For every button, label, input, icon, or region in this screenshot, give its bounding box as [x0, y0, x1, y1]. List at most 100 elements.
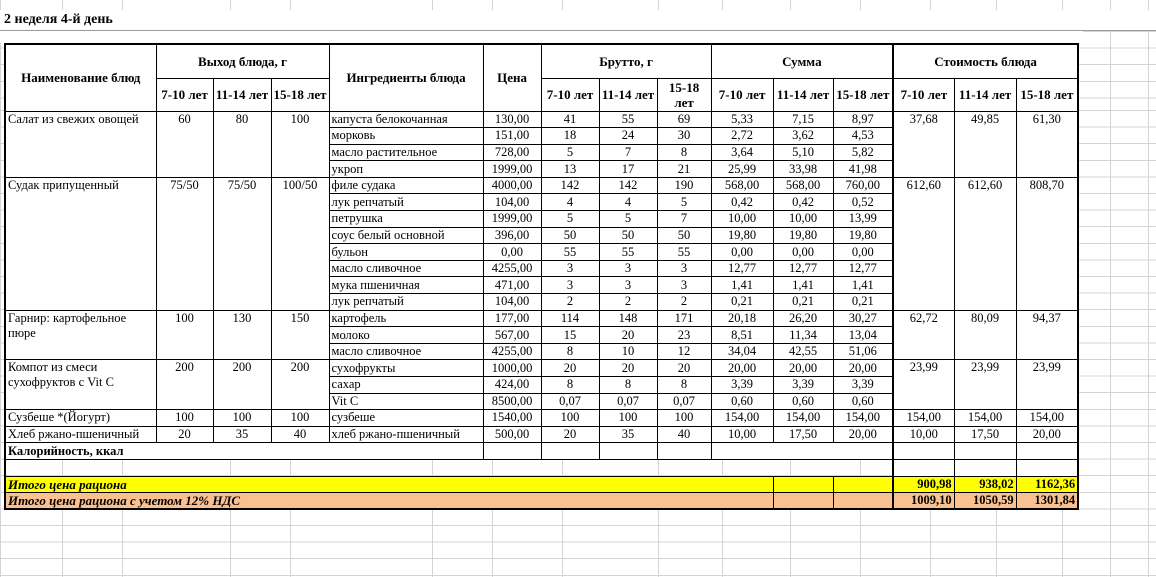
- ingredient-gross-age-3[interactable]: 23: [656, 326, 712, 344]
- ingredient-sum-age-3[interactable]: 0,00: [832, 243, 894, 261]
- col-header-cost-age-1[interactable]: 7-10 лет: [892, 77, 955, 112]
- ingredient-gross-age-1[interactable]: 8: [540, 376, 600, 394]
- col-header-cost-age-3[interactable]: 15-18 лет: [1015, 77, 1079, 112]
- ingredient-sum-age-2[interactable]: 19,80: [772, 226, 834, 245]
- ingredient-gross-age-2[interactable]: 2: [598, 293, 658, 311]
- ingredient-gross-age-2[interactable]: 148: [598, 309, 658, 328]
- ingredient-price-cell[interactable]: 1999,00: [482, 160, 542, 178]
- ingredient-sum-age-2[interactable]: 1,41: [772, 276, 834, 295]
- dish-output-age-2[interactable]: 35: [212, 425, 272, 444]
- ingredient-gross-age-3[interactable]: 3: [656, 276, 712, 295]
- ingredient-gross-age-2[interactable]: 4: [598, 193, 658, 212]
- ingredient-gross-age-1[interactable]: 2: [540, 293, 600, 311]
- ingredient-sum-age-3[interactable]: 13,99: [832, 210, 894, 228]
- calories-cost-cell-3[interactable]: [1015, 442, 1079, 460]
- spacer-cost-cell-2[interactable]: [953, 458, 1017, 477]
- ingredient-price-cell[interactable]: 4255,00: [482, 342, 542, 361]
- ingredient-sum-age-1[interactable]: 0,60: [710, 392, 774, 411]
- ingredient-sum-age-3[interactable]: 13,04: [832, 326, 894, 344]
- dish-name-cell[interactable]: Компот из смеси сухофруктов с Vit C: [4, 359, 157, 411]
- ingredient-gross-age-2[interactable]: 55: [598, 110, 658, 129]
- ingredient-price-cell[interactable]: 728,00: [482, 143, 542, 162]
- ingredient-gross-age-1[interactable]: 100: [540, 409, 600, 427]
- ingredient-sum-age-3[interactable]: 30,27: [832, 309, 894, 328]
- calories-price-cell[interactable]: [482, 442, 542, 460]
- ingredient-sum-age-1[interactable]: 3,39: [710, 376, 774, 394]
- ingredient-sum-age-1[interactable]: 20,18: [710, 309, 774, 328]
- dish-output-age-3[interactable]: 100: [270, 409, 330, 427]
- ingredient-sum-age-2[interactable]: 568,00: [772, 176, 834, 195]
- dish-output-age-1[interactable]: 100: [155, 409, 214, 427]
- dish-output-age-2[interactable]: 200: [212, 359, 272, 411]
- ingredient-sum-age-1[interactable]: 25,99: [710, 160, 774, 178]
- total-vat-empty-cell-1[interactable]: [772, 492, 834, 510]
- col-header-output[interactable]: Выход блюда, г: [155, 43, 330, 79]
- ingredient-gross-age-1[interactable]: 4: [540, 193, 600, 212]
- calories-sum-cell[interactable]: [710, 442, 894, 460]
- ingredient-sum-age-2[interactable]: 0,60: [772, 392, 834, 411]
- ingredient-gross-age-3[interactable]: 8: [656, 376, 712, 394]
- ingredient-sum-age-1[interactable]: 5,33: [710, 110, 774, 129]
- ingredient-gross-age-1[interactable]: 5: [540, 143, 600, 162]
- ingredient-price-cell[interactable]: 4255,00: [482, 259, 542, 278]
- ingredient-gross-age-2[interactable]: 0,07: [598, 392, 658, 411]
- ingredient-sum-age-1[interactable]: 20,00: [710, 359, 774, 377]
- col-header-gross-age-2[interactable]: 11-14 лет: [598, 77, 658, 112]
- ingredient-gross-age-2[interactable]: 100: [598, 409, 658, 427]
- ingredient-price-cell[interactable]: 1999,00: [482, 210, 542, 228]
- ingredient-sum-age-1[interactable]: 0,42: [710, 193, 774, 212]
- ingredient-gross-age-2[interactable]: 24: [598, 127, 658, 145]
- total-vat-value-age-3[interactable]: 1301,84: [1015, 492, 1079, 510]
- col-header-gross-age-3[interactable]: 15-18 лет: [656, 77, 712, 112]
- dish-cost-age-1[interactable]: 10,00: [892, 425, 955, 444]
- ingredient-sum-age-3[interactable]: 12,77: [832, 259, 894, 278]
- total-empty-cell-2[interactable]: [832, 475, 894, 494]
- ingredient-sum-age-3[interactable]: 760,00: [832, 176, 894, 195]
- ingredient-name-cell[interactable]: соус белый основной: [328, 226, 484, 245]
- dish-output-age-2[interactable]: 75/50: [212, 176, 272, 311]
- col-header-gross[interactable]: Брутто, г: [540, 43, 712, 79]
- ingredient-name-cell[interactable]: сузбеше: [328, 409, 484, 427]
- sheet-title-cell[interactable]: 2 неделя 4-й день: [0, 10, 1156, 31]
- ingredient-gross-age-2[interactable]: 20: [598, 359, 658, 377]
- ingredient-gross-age-3[interactable]: 5: [656, 193, 712, 212]
- ingredient-sum-age-3[interactable]: 51,06: [832, 342, 894, 361]
- ingredient-gross-age-3[interactable]: 69: [656, 110, 712, 129]
- ingredient-sum-age-2[interactable]: 154,00: [772, 409, 834, 427]
- total-empty-cell-1[interactable]: [772, 475, 834, 494]
- ingredient-gross-age-3[interactable]: 2: [656, 293, 712, 311]
- ingredient-gross-age-1[interactable]: 13: [540, 160, 600, 178]
- ingredient-name-cell[interactable]: бульон: [328, 243, 484, 261]
- ingredient-gross-age-1[interactable]: 20: [540, 359, 600, 377]
- ingredient-sum-age-3[interactable]: 5,82: [832, 143, 894, 162]
- dish-cost-age-1[interactable]: 23,99: [892, 359, 955, 411]
- ingredient-sum-age-3[interactable]: 1,41: [832, 276, 894, 295]
- ingredient-name-cell[interactable]: хлеб ржано-пшеничный: [328, 425, 484, 444]
- calories-gross-cell-3[interactable]: [656, 442, 712, 460]
- ingredient-sum-age-2[interactable]: 5,10: [772, 143, 834, 162]
- dish-cost-age-2[interactable]: 49,85: [953, 110, 1017, 178]
- calories-gross-cell-2[interactable]: [598, 442, 658, 460]
- ingredient-gross-age-1[interactable]: 15: [540, 326, 600, 344]
- ingredient-sum-age-3[interactable]: 0,21: [832, 293, 894, 311]
- ingredient-sum-age-3[interactable]: 8,97: [832, 110, 894, 129]
- ingredient-sum-age-1[interactable]: 3,64: [710, 143, 774, 162]
- col-header-cost-age-2[interactable]: 11-14 лет: [953, 77, 1017, 112]
- total-vat-label-cell[interactable]: Итого цена рациона с учетом 12% НДС: [4, 492, 774, 510]
- ingredient-gross-age-1[interactable]: 50: [540, 226, 600, 245]
- dish-cost-age-1[interactable]: 154,00: [892, 409, 955, 427]
- ingredient-price-cell[interactable]: 471,00: [482, 276, 542, 295]
- dish-cost-age-3[interactable]: 23,99: [1015, 359, 1079, 411]
- col-header-output-age-3[interactable]: 15-18 лет: [270, 77, 330, 112]
- ingredient-gross-age-1[interactable]: 18: [540, 127, 600, 145]
- dish-cost-age-3[interactable]: 808,70: [1015, 176, 1079, 311]
- ingredient-name-cell[interactable]: масло сливочное: [328, 342, 484, 361]
- calories-cost-cell-2[interactable]: [953, 442, 1017, 460]
- ingredient-gross-age-3[interactable]: 50: [656, 226, 712, 245]
- ingredient-gross-age-3[interactable]: 171: [656, 309, 712, 328]
- dish-name-cell[interactable]: Судак припущенный: [4, 176, 157, 311]
- dish-output-age-2[interactable]: 100: [212, 409, 272, 427]
- ingredient-price-cell[interactable]: 424,00: [482, 376, 542, 394]
- ingredient-sum-age-2[interactable]: 33,98: [772, 160, 834, 178]
- dish-output-age-1[interactable]: 200: [155, 359, 214, 411]
